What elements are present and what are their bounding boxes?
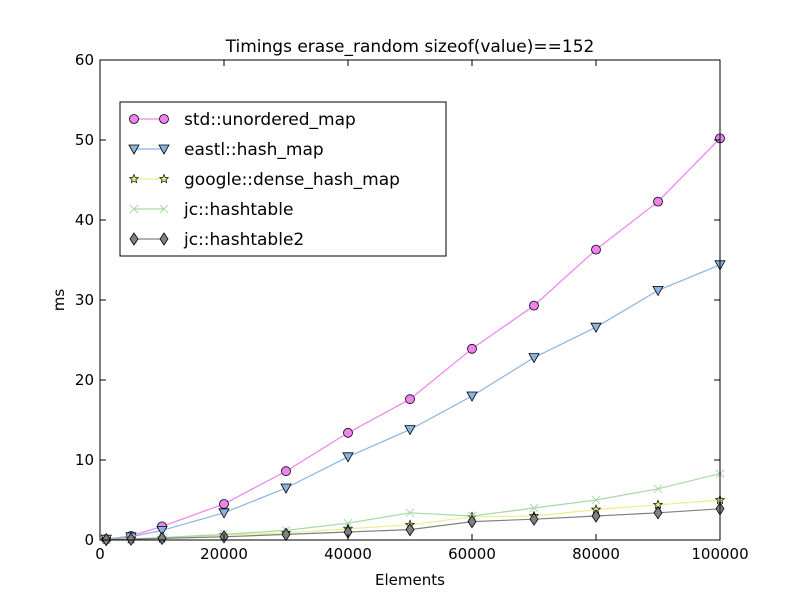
plot-area [100,133,726,547]
legend-entry: jc::hashtable [129,200,293,220]
x-tick-label: 40000 [324,545,372,563]
y-axis-label: ms [50,289,68,312]
legend-label: std::unordered_map [184,110,356,130]
series-line [106,264,721,540]
legend-entry: std::unordered_map [129,110,356,130]
y-tick-label: 40 [75,211,94,229]
series-line [106,473,721,541]
legend-entry: eastl::hash_map [128,140,324,160]
legend-label: jc::hashtable2 [183,230,304,250]
x-axis: 0 20000 40000 60000 80000 100000 [95,60,749,563]
data-point [529,300,539,311]
data-point [126,532,136,546]
x-tick-label: 60000 [448,545,496,563]
data-point [653,196,663,207]
data-point [591,244,601,255]
data-point [281,466,291,477]
y-tick-label: 50 [75,131,94,149]
legend-marker [128,144,140,155]
series-line [106,137,721,540]
legend-marker [158,144,170,155]
data-point [405,522,415,537]
legend-box [119,101,447,257]
legend-marker [159,114,169,124]
data-point [218,508,230,519]
data-point [590,322,602,334]
data-point [529,512,539,526]
data-point [156,526,168,537]
data-point [405,394,415,405]
data-point [467,514,477,529]
x-axis-label: Elements [375,571,445,589]
data-point [342,452,354,463]
data-point [467,343,477,354]
y-tick-label: 10 [75,451,94,469]
legend-entry: jc::hashtable2 [129,230,304,250]
data-point [219,499,229,509]
legend-marker [129,204,139,214]
y-tick-label: 20 [75,371,94,389]
legend-marker [159,232,169,246]
data-point [404,425,416,436]
data-point [405,508,415,518]
data-point [653,484,663,494]
data-point [466,391,478,402]
y-tick-label: 0 [84,531,94,549]
data-point [343,427,353,438]
y-tick-label: 30 [75,291,94,309]
x-tick-label: 100000 [691,545,748,563]
data-point [652,285,664,297]
chart-title: Timings erase_random sizeof(value)==152 [225,37,595,57]
data-point [529,503,539,513]
series-4 [101,502,725,547]
x-tick-label: 20000 [200,545,248,563]
legend-marker [128,173,140,184]
data-point [280,483,292,494]
y-tick-label: 60 [75,51,94,69]
y-axis: 0 10 20 30 40 50 60 [75,51,720,549]
legend-marker [158,173,170,184]
legend-entry: google::dense_hash_map [128,170,400,190]
legend-marker [129,114,139,124]
legend: std::unordered_mapeastl::hash_mapgoogle:… [119,101,447,257]
legend-label: jc::hashtable [183,200,293,220]
data-point [653,506,663,520]
data-point [591,495,601,505]
data-point [157,531,167,546]
legend-label: eastl::hash_map [184,140,324,160]
data-point [528,353,540,364]
x-tick-label: 80000 [572,545,620,563]
legend-marker [159,204,169,214]
series-line [106,508,721,541]
legend-marker [129,232,139,246]
legend-label: google::dense_hash_map [184,170,400,190]
x-tick-label: 0 [95,545,105,563]
data-point [343,518,353,528]
data-point [591,509,601,523]
